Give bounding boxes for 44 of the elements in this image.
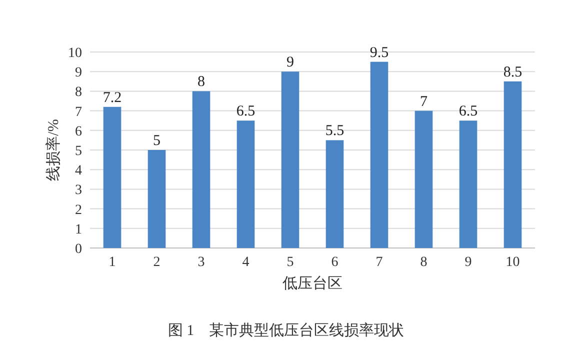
x-tick-label: 5 bbox=[286, 255, 294, 270]
bar bbox=[192, 91, 210, 248]
bar bbox=[326, 140, 344, 248]
data-label: 5 bbox=[153, 133, 160, 149]
bar bbox=[370, 62, 388, 248]
y-axis-title: 线损率/% bbox=[45, 119, 62, 181]
x-tick-label: 7 bbox=[376, 255, 383, 270]
data-label: 9 bbox=[286, 54, 294, 71]
bar bbox=[103, 106, 122, 248]
bar bbox=[414, 110, 433, 248]
data-label: 8.5 bbox=[503, 64, 522, 80]
data-label: 5.5 bbox=[325, 123, 344, 140]
bar bbox=[236, 120, 255, 248]
bar bbox=[504, 81, 522, 248]
y-tick-label: 6 bbox=[75, 124, 82, 140]
bar bbox=[281, 72, 300, 248]
data-label: 7.2 bbox=[102, 90, 122, 106]
x-tick-label: 10 bbox=[506, 255, 520, 270]
x-tick-label: 8 bbox=[420, 255, 428, 270]
y-tick-label: 1 bbox=[75, 222, 82, 238]
data-label: 6.5 bbox=[458, 104, 478, 120]
y-tick-label: 7 bbox=[75, 104, 82, 120]
data-label: 9.5 bbox=[370, 44, 389, 61]
y-tick-label: 3 bbox=[75, 183, 82, 198]
y-tick-label: 2 bbox=[75, 202, 82, 218]
x-tick-label: 6 bbox=[331, 255, 338, 270]
data-label: 8 bbox=[198, 74, 205, 90]
x-tick-label: 4 bbox=[242, 255, 250, 270]
y-tick-label: 10 bbox=[68, 46, 82, 61]
data-label: 7 bbox=[420, 94, 428, 110]
caption: 图 1 某市典型低压台区线损率现状 bbox=[168, 322, 404, 339]
y-tick-label: 9 bbox=[75, 66, 82, 81]
x-tick-label: 3 bbox=[198, 255, 205, 270]
bar bbox=[148, 150, 166, 248]
x-tick-label: 2 bbox=[153, 255, 160, 270]
bar bbox=[459, 120, 478, 248]
y-tick-label: 8 bbox=[75, 85, 82, 100]
x-tick-label: 1 bbox=[108, 255, 116, 270]
y-tick-label: 0 bbox=[75, 242, 82, 257]
data-label: 6.5 bbox=[236, 104, 256, 120]
y-tick-label: 4 bbox=[75, 164, 82, 179]
y-tick-label: 5 bbox=[75, 144, 82, 159]
x-axis-title: 低压台区 bbox=[282, 275, 342, 292]
x-tick-label: 9 bbox=[464, 255, 472, 270]
